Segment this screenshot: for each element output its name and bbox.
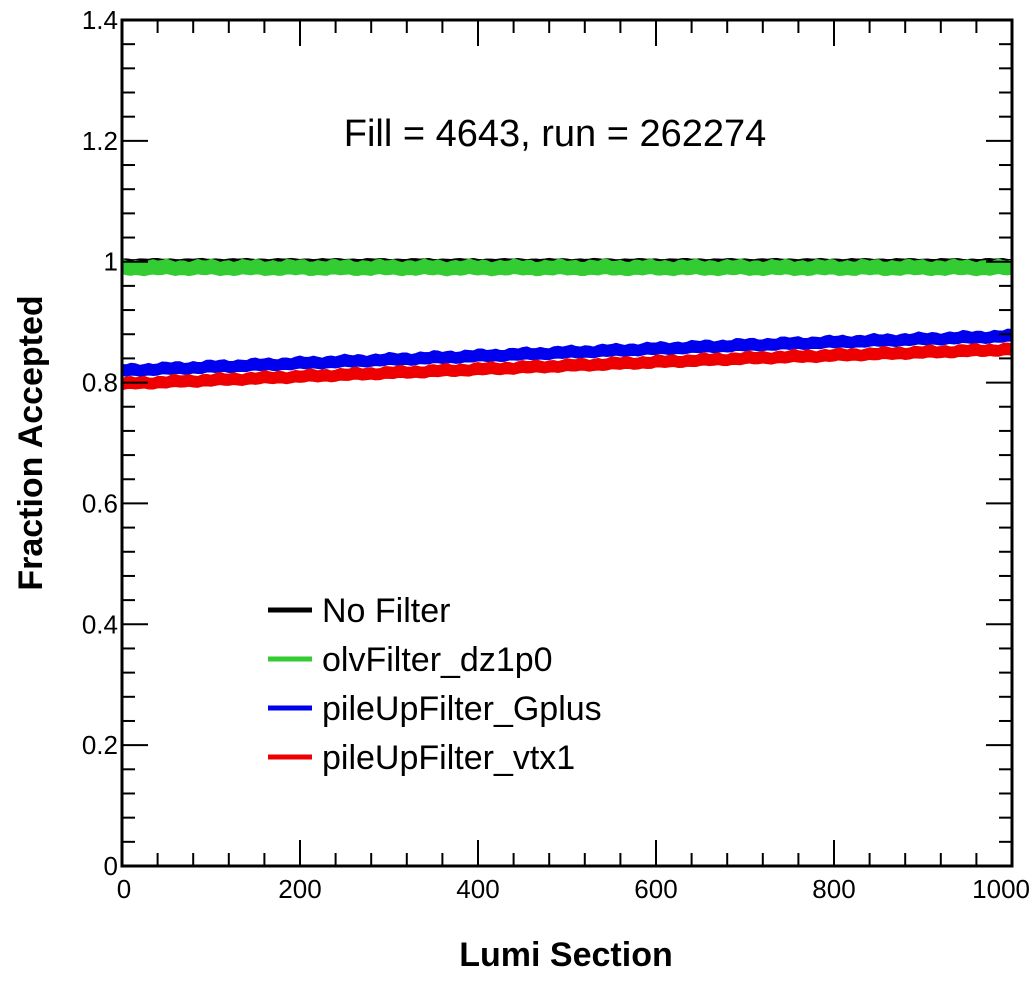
y-tick-label: 1.4 (82, 5, 118, 35)
legend-label: pileUpFilter_Gplus (322, 690, 602, 728)
y-tick-label: 0.6 (82, 488, 118, 518)
series-band-2 (121, 258, 1013, 277)
y-tick-label: 1 (104, 247, 118, 277)
y-tick-label: 1.2 (82, 126, 118, 156)
plot-annotation: Fill = 4643, run = 262274 (344, 113, 767, 155)
plot-frame (120, 18, 1014, 868)
x-tick-label: 400 (456, 874, 499, 904)
x-tick-label: 0 (117, 874, 131, 904)
x-tick-label: 200 (278, 874, 321, 904)
legend-label: olvFilter_dz1p0 (322, 641, 553, 679)
y-tick-label: 0 (104, 851, 118, 881)
y-tick-labels: 0 0.2 0.4 0.6 0.8 1 1.2 1.4 (82, 5, 118, 881)
x-axis-title: Lumi Section (459, 936, 672, 974)
y-tick-label: 0.4 (82, 609, 118, 639)
x-tick-labels: 0 200 400 600 800 1000 (117, 874, 1030, 904)
ticks-layer (121, 19, 1013, 867)
x-tick-label: 600 (634, 874, 677, 904)
x-tick-label: 800 (812, 874, 855, 904)
legend: No Filter olvFilter_dz1p0 pileUpFilter_Gpl… (268, 592, 602, 777)
y-axis-title: Fraction Accepted (12, 295, 50, 590)
legend-label: pileUpFilter_vtx1 (322, 739, 575, 777)
legend-label: No Filter (322, 592, 450, 630)
series-layer (121, 257, 1013, 391)
y-tick-label: 0.8 (82, 368, 118, 398)
y-tick-label: 0.2 (82, 730, 118, 760)
x-tick-label: 1000 (972, 874, 1030, 904)
